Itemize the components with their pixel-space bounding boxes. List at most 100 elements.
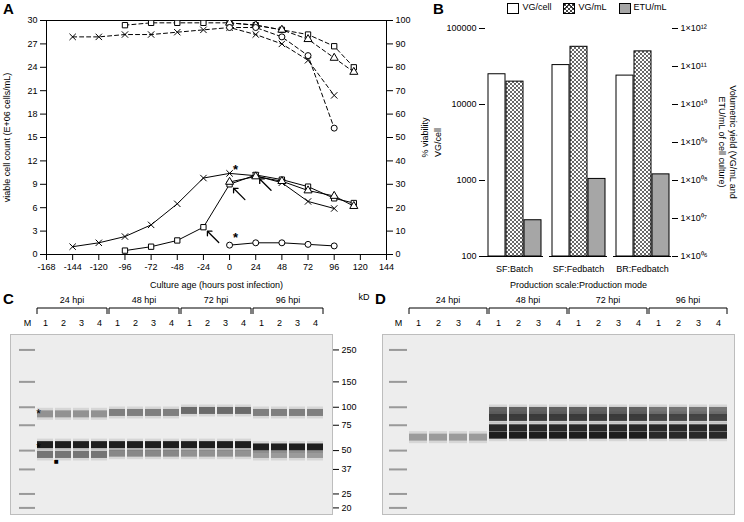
svg-text:-24: -24 bbox=[197, 262, 210, 272]
svg-text:*: * bbox=[233, 162, 239, 177]
svg-text:2: 2 bbox=[61, 318, 66, 328]
svg-text:VG/cell: VG/cell bbox=[433, 128, 443, 157]
svg-text:4: 4 bbox=[556, 318, 561, 328]
svg-text:-48: -48 bbox=[171, 262, 184, 272]
svg-text:100: 100 bbox=[461, 251, 476, 261]
svg-text:50: 50 bbox=[342, 445, 352, 455]
svg-text:24 hpi: 24 hpi bbox=[436, 295, 461, 305]
svg-text:72 hpi: 72 hpi bbox=[204, 295, 229, 305]
svg-text:24 hpi: 24 hpi bbox=[60, 295, 85, 305]
svg-text:*: * bbox=[36, 407, 41, 421]
svg-text:1×10⁰⁹: 1×10⁰⁹ bbox=[681, 137, 708, 147]
svg-text:60: 60 bbox=[396, 109, 406, 119]
svg-text:48 hpi: 48 hpi bbox=[516, 295, 541, 305]
svg-text:3: 3 bbox=[295, 318, 300, 328]
svg-text:20: 20 bbox=[396, 203, 406, 213]
svg-text:10: 10 bbox=[396, 226, 406, 236]
svg-text:96: 96 bbox=[329, 262, 339, 272]
svg-text:4: 4 bbox=[241, 318, 246, 328]
svg-text:viable cell count (E+06 cells/: viable cell count (E+06 cells/mL) bbox=[2, 73, 12, 202]
svg-text:3: 3 bbox=[536, 318, 541, 328]
svg-text:100: 100 bbox=[342, 402, 357, 412]
svg-text:3: 3 bbox=[456, 318, 461, 328]
svg-text:2: 2 bbox=[676, 318, 681, 328]
svg-text:50: 50 bbox=[396, 132, 406, 142]
svg-text:48 hpi: 48 hpi bbox=[132, 295, 157, 305]
svg-text:Culture age (hours post infect: Culture age (hours post infection) bbox=[150, 280, 283, 290]
svg-text:0: 0 bbox=[227, 262, 232, 272]
svg-text:■: ■ bbox=[54, 457, 59, 466]
svg-text:3: 3 bbox=[151, 318, 156, 328]
svg-text:-72: -72 bbox=[145, 262, 158, 272]
svg-text:12: 12 bbox=[27, 156, 37, 166]
svg-text:18: 18 bbox=[27, 109, 37, 119]
svg-text:Volumetric yield (VG/mL andETU: Volumetric yield (VG/mL andETU/mL of cel… bbox=[717, 85, 738, 199]
svg-text:15: 15 bbox=[27, 132, 37, 142]
svg-text:48: 48 bbox=[277, 262, 287, 272]
svg-text:80: 80 bbox=[396, 62, 406, 72]
svg-text:25: 25 bbox=[342, 489, 352, 499]
svg-text:37: 37 bbox=[342, 464, 352, 474]
svg-text:4: 4 bbox=[169, 318, 174, 328]
svg-text:90: 90 bbox=[396, 39, 406, 49]
svg-text:10000: 10000 bbox=[451, 99, 476, 109]
svg-text:1: 1 bbox=[496, 318, 501, 328]
svg-text:4: 4 bbox=[636, 318, 641, 328]
svg-text:-144: -144 bbox=[64, 262, 82, 272]
svg-text:0: 0 bbox=[32, 249, 37, 259]
svg-text:70: 70 bbox=[396, 86, 406, 96]
svg-text:1: 1 bbox=[656, 318, 661, 328]
svg-text:3: 3 bbox=[32, 226, 37, 236]
svg-text:3: 3 bbox=[79, 318, 84, 328]
svg-text:1×10¹⁰: 1×10¹⁰ bbox=[681, 99, 707, 109]
svg-text:24: 24 bbox=[251, 262, 261, 272]
svg-text:1: 1 bbox=[259, 318, 264, 328]
svg-text:1×10¹²: 1×10¹² bbox=[681, 23, 707, 33]
svg-text:21: 21 bbox=[27, 86, 37, 96]
svg-text:M: M bbox=[24, 318, 32, 328]
svg-text:1: 1 bbox=[115, 318, 120, 328]
svg-text:2: 2 bbox=[596, 318, 601, 328]
svg-text:9: 9 bbox=[32, 179, 37, 189]
svg-text:150: 150 bbox=[342, 377, 357, 387]
svg-text:96 hpi: 96 hpi bbox=[276, 295, 301, 305]
svg-text:75: 75 bbox=[342, 420, 352, 430]
svg-text:-168: -168 bbox=[37, 262, 55, 272]
svg-text:Production scale:Production mo: Production scale:Production mode bbox=[510, 280, 647, 290]
svg-text:M: M bbox=[395, 318, 403, 328]
svg-text:-120: -120 bbox=[90, 262, 108, 272]
svg-text:-96: -96 bbox=[118, 262, 131, 272]
svg-text:30: 30 bbox=[27, 15, 37, 25]
svg-text:100000: 100000 bbox=[446, 23, 476, 33]
svg-text:SF:Fedbatch: SF:Fedbatch bbox=[553, 264, 605, 274]
svg-text:27: 27 bbox=[27, 39, 37, 49]
svg-text:1: 1 bbox=[416, 318, 421, 328]
svg-text:120: 120 bbox=[353, 262, 368, 272]
svg-text:1×10⁰⁶: 1×10⁰⁶ bbox=[681, 251, 708, 261]
svg-text:4: 4 bbox=[97, 318, 102, 328]
svg-text:250: 250 bbox=[342, 345, 357, 355]
svg-text:24: 24 bbox=[27, 62, 37, 72]
svg-text:72: 72 bbox=[303, 262, 313, 272]
svg-text:2: 2 bbox=[277, 318, 282, 328]
svg-text:*: * bbox=[36, 441, 41, 455]
svg-text:40: 40 bbox=[396, 156, 406, 166]
svg-text:6: 6 bbox=[32, 203, 37, 213]
svg-text:4: 4 bbox=[313, 318, 318, 328]
svg-text:1000: 1000 bbox=[456, 175, 476, 185]
svg-text:3: 3 bbox=[223, 318, 228, 328]
svg-text:1×10⁰⁸: 1×10⁰⁸ bbox=[681, 175, 708, 185]
svg-text:2: 2 bbox=[205, 318, 210, 328]
svg-text:% viability: % viability bbox=[420, 117, 430, 158]
svg-text:3: 3 bbox=[696, 318, 701, 328]
svg-text:2: 2 bbox=[516, 318, 521, 328]
svg-text:1×10⁰⁷: 1×10⁰⁷ bbox=[681, 213, 708, 223]
svg-text:30: 30 bbox=[396, 179, 406, 189]
svg-text:1: 1 bbox=[187, 318, 192, 328]
svg-text:1: 1 bbox=[43, 318, 48, 328]
svg-text:4: 4 bbox=[716, 318, 721, 328]
svg-text:1: 1 bbox=[576, 318, 581, 328]
svg-text:2: 2 bbox=[133, 318, 138, 328]
svg-text:SF:Batch: SF:Batch bbox=[496, 264, 533, 274]
svg-text:BR:Fedbatch: BR:Fedbatch bbox=[616, 264, 669, 274]
